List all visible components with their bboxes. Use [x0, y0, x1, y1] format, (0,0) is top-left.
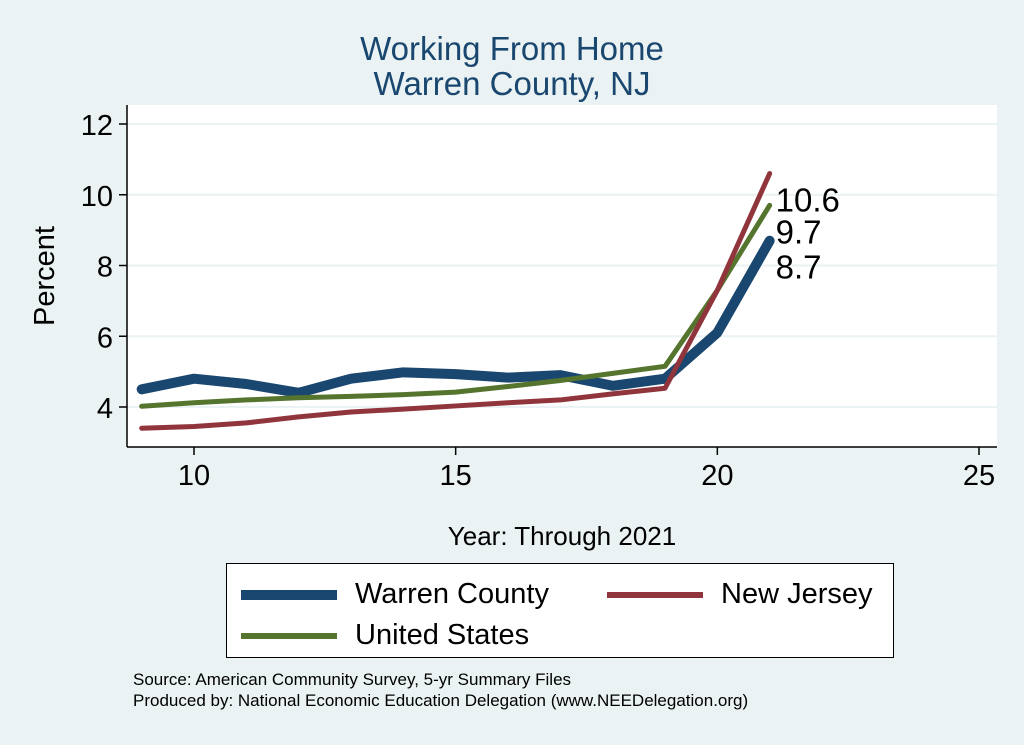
legend-swatch-united-states [241, 632, 337, 639]
y-tick-label-4: 4 [97, 393, 113, 425]
legend-swatch-new-jersey [607, 591, 703, 598]
y-tick-label-8: 8 [97, 252, 113, 284]
legend-item-united-states: United States [241, 619, 529, 652]
legend-label-united-states: United States [355, 619, 530, 651]
y-axis-label: Percent [29, 226, 61, 326]
end-label-new-jersey: 10.6 [776, 182, 840, 219]
line-chart: 4 6 8 10 12 10 15 20 25 Year: Through 2021 Percent… [29, 105, 997, 551]
legend-label-new-jersey: New Jersey [721, 578, 873, 610]
y-tick-label-10: 10 [81, 181, 113, 213]
legend-swatch-warren [241, 589, 337, 600]
legend: Warren County New Jersey United States [226, 563, 894, 658]
legend-item-new-jersey: New Jersey [607, 578, 873, 611]
plot-area [127, 105, 997, 447]
producer-note: Produced by: National Economic Education… [133, 691, 749, 710]
legend-item-warren: Warren County [241, 578, 549, 611]
gridlines [127, 123, 997, 408]
y-tick-label-6: 6 [97, 322, 113, 354]
axes: 4 6 8 10 12 10 15 20 25 Year: Through 2021 Percent [29, 105, 997, 551]
y-tick-label-12: 12 [81, 110, 113, 142]
x-tick-label-15: 15 [440, 460, 472, 492]
chart-title-line-1: Working From Home [360, 30, 664, 67]
series-line-united-states [139, 202, 773, 409]
source-note: Source: American Community Survey, 5-yr … [133, 670, 572, 689]
x-tick-label-10: 10 [178, 460, 210, 492]
end-label-united-states: 9.7 [776, 213, 822, 250]
series-line-warren [136, 235, 775, 398]
legend-label-warren: Warren County [355, 578, 549, 610]
x-tick-label-20: 20 [701, 460, 733, 492]
x-axis-label: Year: Through 2021 [448, 521, 676, 551]
x-tick-label-25: 25 [963, 460, 995, 492]
series-line-new-jersey [139, 171, 773, 431]
series-lines [136, 171, 775, 431]
end-labels: 8.7 10.69.7 [776, 182, 840, 286]
chart-title-line-2: Warren County, NJ [373, 65, 651, 102]
end-label-warren: 8.7 [776, 249, 822, 286]
